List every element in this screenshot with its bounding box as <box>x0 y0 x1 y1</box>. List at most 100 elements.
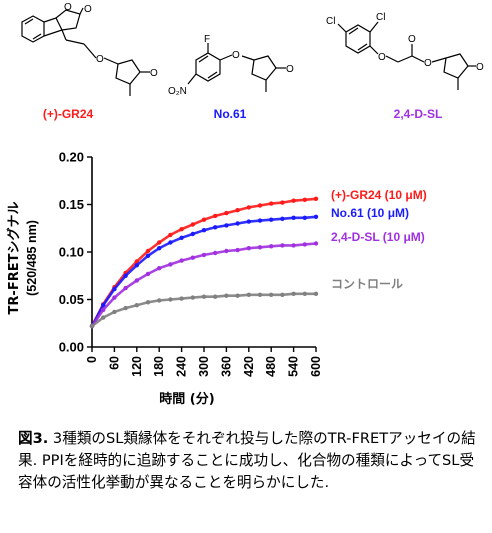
x-tick-label: 300 <box>197 356 211 377</box>
data-point <box>246 205 251 210</box>
data-point <box>246 292 251 297</box>
data-point <box>224 293 229 298</box>
data-point <box>157 266 162 271</box>
chart-marks <box>89 196 319 329</box>
no61-structure <box>187 43 286 92</box>
data-point <box>134 303 139 308</box>
data-point <box>313 291 319 296</box>
x-tick-label: 360 <box>219 356 233 377</box>
data-point <box>201 228 207 233</box>
data-point <box>168 232 173 238</box>
data-point <box>280 200 285 205</box>
data-point <box>190 222 195 227</box>
data-point <box>269 201 274 206</box>
data-point <box>123 285 128 291</box>
data-point <box>145 253 151 258</box>
gr24-ether-oxygen: O <box>96 54 104 65</box>
data-point <box>157 240 162 245</box>
x-axis-label: 時間 (分) <box>159 391 214 407</box>
data-point <box>201 294 207 299</box>
gr24-oxygen: O <box>64 2 72 13</box>
gr24-structure <box>21 7 150 96</box>
legend-entry: コントロール <box>331 277 403 291</box>
compound-structures: O O O O F O O₂N O Cl Cl O O O O (+)-G <box>21 2 484 121</box>
x-tick-label: 540 <box>287 356 301 377</box>
series-3 <box>89 291 319 329</box>
gr24-carbonyl-oxygen: O <box>84 4 92 15</box>
series-2 <box>89 241 319 329</box>
data-point <box>190 255 195 260</box>
x-tick-label: 0 <box>85 356 99 363</box>
data-point <box>89 323 95 329</box>
data-point <box>224 248 229 254</box>
figure-label: 図3. <box>18 430 49 447</box>
data-point <box>302 215 307 220</box>
data-point <box>123 305 128 311</box>
data-point <box>179 258 184 263</box>
data-point <box>302 242 307 247</box>
data-point <box>134 259 139 264</box>
no61-lactone-oxygen: O <box>286 64 294 75</box>
data-point <box>168 297 173 302</box>
compound-label-gr24: (+)-GR24 <box>43 107 94 121</box>
data-point <box>235 293 240 298</box>
data-point <box>246 246 251 251</box>
no61-fluorine: F <box>204 34 210 45</box>
data-point <box>112 309 117 315</box>
figure-caption: 図3. 3種類のSL類縁体をそれぞれ投与した際のTR-FRETアッセイの結果. … <box>18 428 478 494</box>
data-point <box>101 303 106 308</box>
data-point <box>179 235 184 240</box>
data-point <box>257 245 263 250</box>
data-point <box>157 298 162 303</box>
data-point <box>101 307 106 313</box>
data-point <box>246 219 251 224</box>
data-point <box>269 244 274 249</box>
caption-text: 3種類のSL類縁体をそれぞれ投与した際のTR-FRETアッセイの結果. PPIを… <box>18 430 476 491</box>
data-point <box>168 262 173 267</box>
d-sl-chlorine-2: Cl <box>376 12 385 23</box>
data-point <box>235 208 240 213</box>
legend-entry: 2,4-D-SL (10 μM) <box>331 230 425 244</box>
legend-entry: (+)-GR24 (10 μM) <box>331 188 427 202</box>
data-point <box>291 198 296 203</box>
data-point <box>101 315 106 320</box>
data-point <box>291 291 296 296</box>
data-point <box>257 203 263 208</box>
data-point <box>145 271 151 277</box>
compound-label-d-sl: 2,4-D-SL <box>394 107 443 121</box>
data-point <box>213 250 218 256</box>
d-sl-ester-oxygen: O <box>424 58 432 69</box>
y-tick-label: 0.20 <box>59 150 84 165</box>
data-point <box>145 248 151 254</box>
data-point <box>257 218 263 223</box>
data-point <box>224 210 229 216</box>
data-point <box>168 240 173 245</box>
data-point <box>179 227 184 232</box>
data-point <box>224 223 229 228</box>
data-point <box>190 295 195 300</box>
data-point <box>213 213 218 219</box>
x-tick-label: 600 <box>309 356 323 377</box>
data-point <box>179 296 184 301</box>
data-point <box>280 216 285 221</box>
x-tick-label: 480 <box>264 356 278 377</box>
compound-label-no61: No.61 <box>214 107 247 121</box>
data-point <box>269 217 274 222</box>
tr-fret-chart: 0.00 0.05 0.10 0.15 0.20 0 60 120 180 240 300 360 42… <box>6 150 427 408</box>
data-point <box>235 247 240 253</box>
data-point <box>213 294 218 299</box>
data-point <box>302 197 307 202</box>
data-point <box>134 263 139 268</box>
chart-legend: (+)-GR24 (10 μM) No.61 (10 μM) 2,4-D-SL (1… <box>331 188 427 291</box>
d-sl-lactone-oxygen: O <box>476 62 484 73</box>
y-tick-label: 0.15 <box>59 197 84 212</box>
d-sl-ether-oxygen: O <box>378 52 386 63</box>
data-point <box>190 231 195 237</box>
data-point <box>291 215 296 220</box>
d-sl-structure <box>337 21 476 90</box>
x-tick-label: 120 <box>130 356 144 377</box>
no61-ether-oxygen: O <box>232 50 240 61</box>
data-point <box>280 243 285 248</box>
y-axis-unit-label: (520/485 nm) <box>25 220 39 296</box>
x-tick-label: 240 <box>175 356 189 377</box>
